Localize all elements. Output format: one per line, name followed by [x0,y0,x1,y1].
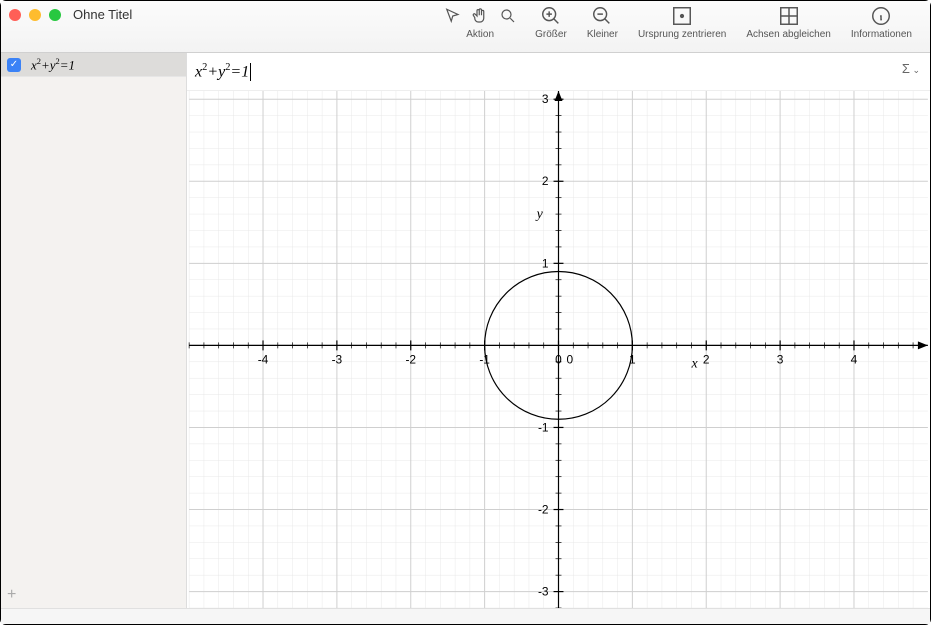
equation-checkbox[interactable]: ✓ [7,58,21,72]
svg-text:3: 3 [542,92,549,106]
close-button[interactable] [9,9,21,21]
maximize-button[interactable] [49,9,61,21]
zoom-box-icon [497,5,519,27]
toolbar: Aktion Größer Kleiner Ursprung zentriere… [435,1,922,52]
svg-text:2: 2 [542,174,549,188]
svg-text:x: x [690,356,698,371]
equalize-axes-label: Achsen abgleichen [746,29,831,40]
app-window: Ohne Titel Aktion Größer Kleiner Urs [0,0,931,625]
window-controls [9,9,61,21]
hand-icon [469,5,491,27]
svg-text:0: 0 [566,352,573,366]
text-cursor [250,63,251,81]
svg-text:y: y [535,207,544,222]
main-area: x2+y2=1 Σ ⌄ -4-3-2-101234-3-2-11230xy [187,53,930,608]
equalize-axes-tool[interactable]: Achsen abgleichen [736,5,841,40]
equalize-axes-icon [778,5,800,27]
zoom-in-label: Größer [535,29,567,40]
svg-text:0: 0 [555,352,562,366]
body: ✓ x2+y2=1 + x2+y2=1 Σ ⌄ -4 -3 -2 -1 0 1 2 3 4 -3 -… [1,53,930,608]
svg-text:2: 2 [703,352,710,366]
svg-text:-2: -2 [538,503,549,517]
svg-text:-4: -4 [258,352,269,366]
window-title: Ohne Titel [73,7,132,22]
svg-text:-3: -3 [332,352,343,366]
add-equation-button[interactable]: + [7,586,16,604]
aktion-label: Aktion [466,29,494,40]
center-origin-icon [671,5,693,27]
equation-list-item[interactable]: ✓ x2+y2=1 [1,53,186,77]
minimize-button[interactable] [29,9,41,21]
info-tool[interactable]: Informationen [841,5,922,40]
plot-svg: -4-3-2-101234-3-2-11230xy [187,91,930,608]
svg-text:1: 1 [542,256,549,270]
formula-bar[interactable]: x2+y2=1 Σ ⌄ [187,53,930,91]
zoom-in-tool[interactable]: Größer [525,5,577,40]
zoom-out-icon [591,5,613,27]
info-icon [870,5,892,27]
formula-bar-text: x2+y2=1 [195,62,249,81]
svg-text:4: 4 [851,352,858,366]
center-origin-label: Ursprung zentrieren [638,29,726,40]
svg-text:-1: -1 [538,420,549,434]
zoom-out-tool[interactable]: Kleiner [577,5,628,40]
sigma-menu[interactable]: Σ ⌄ [902,61,920,76]
pointer-icon [441,5,463,27]
svg-text:-3: -3 [538,585,549,599]
center-origin-tool[interactable]: Ursprung zentrieren [628,5,736,40]
svg-text:-2: -2 [405,352,416,366]
zoom-out-label: Kleiner [587,29,618,40]
equation-formula: x2+y2=1 [31,56,75,73]
aktion-tool[interactable]: Aktion [435,5,525,40]
info-label: Informationen [851,29,912,40]
footer [1,608,930,624]
svg-text:3: 3 [777,352,784,366]
sidebar: ✓ x2+y2=1 + [1,53,187,608]
titlebar: Ohne Titel Aktion Größer Kleiner Urs [1,1,930,53]
zoom-in-icon [540,5,562,27]
plot-area[interactable]: -4-3-2-101234-3-2-11230xy [187,91,930,608]
